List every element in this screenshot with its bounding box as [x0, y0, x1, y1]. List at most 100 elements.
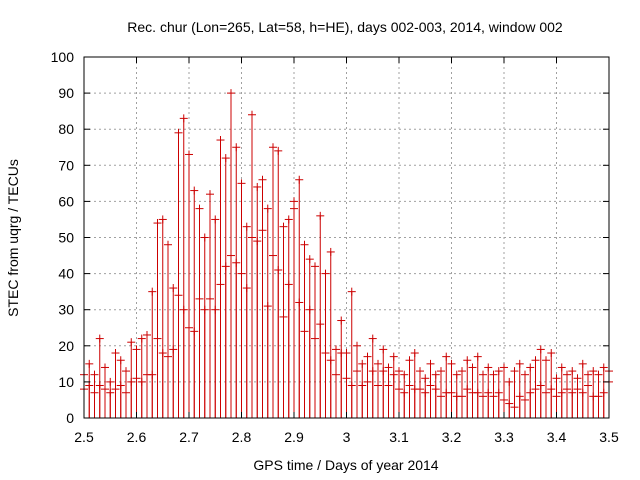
data-point — [332, 370, 340, 418]
x-tick-label: 3.1 — [389, 429, 409, 445]
data-point — [458, 392, 466, 418]
data-point — [137, 377, 146, 418]
data-point — [494, 388, 503, 418]
chart-title: Rec. chur (Lon=265, Lat=58, h=HE), days … — [127, 19, 563, 35]
data-point — [426, 381, 435, 418]
data-point — [531, 385, 540, 418]
data-point — [290, 204, 298, 418]
data-point — [211, 305, 220, 418]
data-point — [132, 374, 141, 418]
y-tick-label: 70 — [58, 157, 74, 173]
data-point — [578, 388, 587, 418]
data-point — [379, 367, 388, 418]
data-point — [358, 381, 367, 418]
data-point — [127, 377, 136, 418]
data-point — [342, 374, 351, 418]
data-point — [421, 388, 430, 418]
data-point — [484, 388, 493, 418]
data-point — [542, 388, 550, 418]
data-point — [227, 251, 235, 418]
data-series — [80, 89, 613, 418]
axis-ticks — [83, 56, 610, 419]
x-tick-label: 3 — [343, 429, 351, 445]
data-point — [479, 392, 487, 418]
data-point — [116, 381, 125, 418]
y-tick-label: 50 — [58, 230, 74, 246]
data-point — [410, 385, 419, 418]
data-point — [269, 251, 277, 418]
x-tick-label: 3.5 — [599, 429, 619, 445]
data-point — [416, 385, 424, 418]
data-point — [510, 403, 519, 418]
data-point — [557, 388, 566, 418]
data-point — [122, 388, 130, 418]
data-point — [232, 258, 241, 418]
y-tick-label: 10 — [58, 374, 74, 390]
data-point — [368, 367, 377, 418]
data-point — [242, 284, 251, 418]
x-axis-label: GPS time / Days of year 2014 — [253, 457, 438, 473]
data-point — [405, 381, 414, 418]
data-point — [536, 381, 545, 418]
y-tick-label: 100 — [51, 49, 75, 65]
data-point — [200, 305, 209, 418]
data-point — [248, 233, 256, 418]
data-point — [169, 345, 178, 418]
data-point — [190, 327, 199, 418]
data-point — [185, 323, 193, 418]
x-tick-labels: 2.5 2.6 2.7 2.8 2.9 3 3.1 3.2 3.3 3.4 3.5 — [74, 429, 619, 445]
x-tick-label: 3.3 — [494, 429, 514, 445]
data-point — [515, 392, 524, 418]
y-tick-label: 60 — [58, 193, 74, 209]
data-point — [111, 385, 120, 418]
data-point — [295, 298, 304, 418]
data-point — [158, 349, 167, 418]
data-point — [568, 388, 577, 418]
data-point — [347, 381, 356, 418]
data-point — [384, 381, 393, 418]
data-point — [143, 370, 151, 418]
data-point — [473, 388, 482, 418]
data-point — [463, 385, 472, 418]
data-point — [521, 395, 529, 418]
data-point — [489, 392, 498, 418]
y-tick-label: 0 — [66, 410, 74, 426]
data-point — [300, 327, 309, 418]
data-point — [90, 388, 99, 418]
data-point — [505, 399, 514, 418]
x-tick-label: 2.7 — [179, 429, 199, 445]
y-tick-label: 40 — [58, 266, 74, 282]
data-point — [337, 349, 346, 418]
x-tick-label: 2.6 — [127, 429, 147, 445]
data-point — [284, 280, 293, 418]
data-point — [153, 334, 162, 418]
x-tick-label: 3.4 — [547, 429, 567, 445]
y-axis-label: STEC from uqrg / TECUs — [5, 159, 21, 317]
data-point — [206, 294, 214, 418]
data-point — [363, 377, 372, 418]
data-point — [599, 388, 608, 418]
data-point — [174, 291, 183, 418]
grid — [84, 57, 609, 418]
data-point — [573, 385, 582, 418]
data-point — [164, 352, 172, 418]
data-point — [389, 370, 398, 418]
data-point — [526, 388, 535, 418]
data-point — [101, 385, 109, 418]
data-point — [305, 305, 314, 418]
y-tick-label: 30 — [58, 302, 74, 318]
x-tick-label: 3.2 — [442, 429, 462, 445]
data-point — [179, 305, 188, 418]
data-point — [321, 349, 330, 418]
data-point — [431, 385, 440, 418]
y-tick-label: 90 — [58, 85, 74, 101]
data-point — [216, 280, 225, 418]
data-point — [400, 388, 409, 418]
data-point — [326, 356, 335, 418]
data-point — [237, 269, 246, 418]
y-tick-labels: 0 10 20 30 40 50 60 70 80 90 100 — [51, 49, 75, 426]
data-point — [316, 320, 325, 418]
data-point — [148, 370, 157, 418]
data-point — [263, 302, 272, 418]
